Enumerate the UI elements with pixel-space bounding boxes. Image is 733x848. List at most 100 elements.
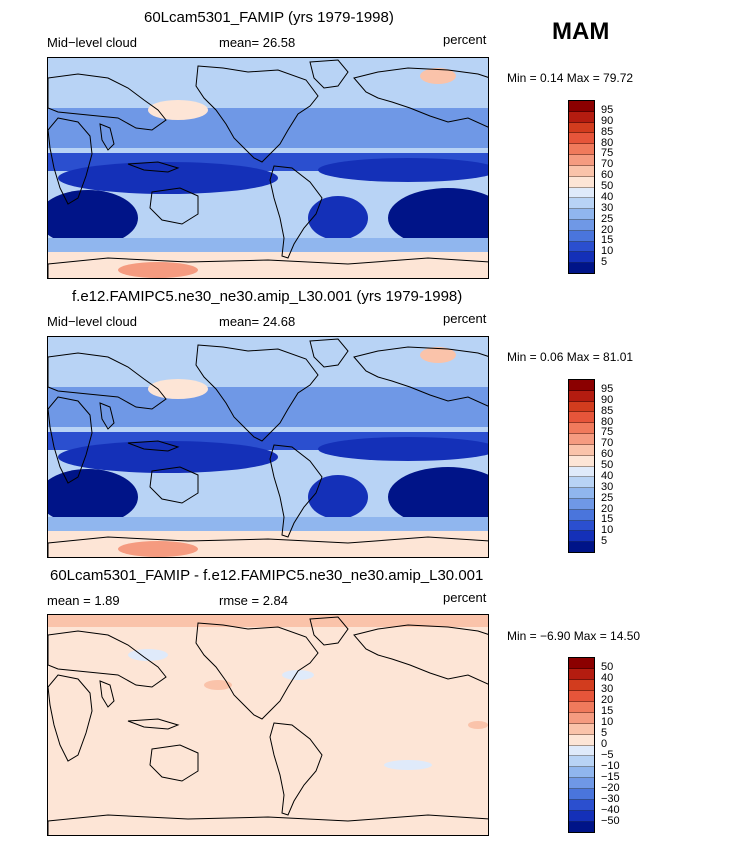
panel-1-colorbar: [568, 100, 595, 274]
colorbar-swatch: [569, 712, 594, 724]
colorbar-tick-label: 20: [601, 502, 614, 515]
panel-1-minmax: Min = 0.14 Max = 79.72: [507, 71, 634, 85]
colorbar-tick-label: 40: [601, 672, 614, 684]
colorbar-swatch: [569, 122, 594, 134]
colorbar-swatch: [569, 209, 594, 220]
colorbar-swatch: [569, 658, 594, 669]
colorbar-swatch: [569, 520, 594, 532]
panel-3-title: 60Lcam5301_FAMIP - f.e12.FAMIPC5.ne30_ne…: [50, 567, 484, 584]
colorbar-swatch: [569, 477, 594, 489]
colorbar-swatch: [569, 401, 594, 413]
colorbar-swatch: [569, 252, 594, 264]
colorbar-tick-label: 40: [601, 469, 614, 482]
colorbar-tick-label: 25: [601, 212, 614, 225]
colorbar-tick-label: −5: [601, 749, 614, 761]
colorbar-tick-label: 75: [601, 147, 614, 160]
colorbar-swatch: [569, 509, 594, 521]
colorbar-swatch: [569, 230, 594, 242]
colorbar-swatch: [569, 531, 594, 543]
colorbar-swatch: [569, 466, 594, 478]
colorbar-tick-label: 70: [601, 158, 614, 171]
colorbar-swatch: [569, 455, 594, 467]
colorbar-swatch: [569, 444, 594, 456]
colorbar-tick-label: 0: [601, 738, 608, 750]
panel-3-rmse-label: rmse = 2.84: [219, 593, 289, 608]
colorbar-swatch: [569, 822, 594, 832]
colorbar-swatch: [569, 679, 594, 691]
colorbar-swatch: [569, 423, 594, 435]
colorbar-swatch: [569, 187, 594, 199]
colorbar-swatch: [569, 390, 594, 402]
colorbar-tick-label: 50: [601, 180, 614, 192]
colorbar-tick-label: 50: [601, 459, 614, 471]
colorbar-tick-label: −20: [601, 782, 620, 794]
colorbar-swatch: [569, 155, 594, 166]
colorbar-swatch: [569, 723, 594, 735]
colorbar-swatch: [569, 241, 594, 253]
colorbar-swatch: [569, 412, 594, 424]
colorbar-swatch: [569, 219, 594, 231]
panel-3-units-label: percent: [443, 590, 487, 605]
colorbar-tick-label: −40: [601, 804, 620, 816]
colorbar-swatch: [569, 756, 594, 768]
panel-3-minmax: Min = −6.90 Max = 14.50: [507, 629, 641, 643]
colorbar-swatch: [569, 144, 594, 156]
panel-1-units-label: percent: [443, 32, 487, 47]
colorbar-swatch: [569, 165, 594, 177]
colorbar-swatch: [569, 701, 594, 713]
colorbar-swatch: [569, 176, 594, 188]
colorbar-swatch: [569, 668, 594, 680]
panel-2-minmax: Min = 0.06 Max = 81.01: [507, 350, 634, 364]
colorbar-tick-label: 75: [601, 426, 614, 439]
colorbar-tick-label: −50: [601, 815, 620, 827]
colorbar-tick-label: 10: [601, 245, 614, 258]
colorbar-tick-label: 80: [601, 415, 614, 428]
colorbar-swatch: [569, 811, 594, 823]
colorbar-tick-label: 5: [601, 727, 608, 739]
colorbar-swatch: [569, 434, 594, 445]
panel-2-variable-label: Mid−level cloud: [47, 314, 137, 329]
panel-1-title: 60Lcam5301_FAMIP (yrs 1979-1998): [144, 9, 394, 26]
panel-2-units-label: percent: [443, 311, 487, 326]
colorbar-tick-label: 90: [601, 114, 614, 127]
colorbar-tick-label: 10: [601, 524, 614, 537]
colorbar-swatch: [569, 789, 594, 801]
colorbar-tick-label: 70: [601, 437, 614, 450]
colorbar-tick-label: 30: [601, 683, 614, 695]
colorbar-tick-label: 25: [601, 491, 614, 504]
colorbar-swatch: [569, 133, 594, 145]
colorbar-tick-label: 10: [601, 716, 614, 728]
colorbar-tick-label: −10: [601, 760, 620, 772]
colorbar-swatch: [569, 800, 594, 812]
colorbar-swatch: [569, 380, 594, 391]
colorbar-tick-label: 95: [601, 382, 614, 395]
colorbar-tick-label: −30: [601, 793, 620, 805]
colorbar-swatch: [569, 690, 594, 702]
panel-1-variable-label: Mid−level cloud: [47, 35, 137, 50]
colorbar-tick-label: 15: [601, 513, 614, 526]
panel-2-map: [47, 336, 489, 558]
panel-2-mean-label: mean= 24.68: [219, 314, 296, 329]
colorbar-swatch: [569, 767, 594, 779]
panel-3-mean-label: mean = 1.89: [47, 593, 120, 608]
colorbar-swatch: [569, 101, 594, 112]
colorbar-tick-label: 30: [601, 480, 614, 493]
colorbar-tick-label: 20: [601, 223, 614, 236]
colorbar-tick-label: 80: [601, 136, 614, 149]
colorbar-tick-label: 60: [601, 448, 614, 461]
colorbar-tick-label: 30: [601, 201, 614, 214]
colorbar-swatch: [569, 745, 594, 757]
colorbar-swatch: [569, 263, 594, 273]
colorbar-tick-label: 5: [601, 256, 608, 269]
colorbar-tick-label: 15: [601, 705, 614, 717]
colorbar-swatch: [569, 198, 594, 210]
panel-2-colorbar: [568, 379, 595, 553]
colorbar-tick-label: −15: [601, 771, 620, 783]
panel-3-colorbar: [568, 657, 595, 833]
colorbar-tick-label: 5: [601, 535, 608, 548]
colorbar-swatch: [569, 734, 594, 746]
colorbar-swatch: [569, 488, 594, 499]
colorbar-swatch: [569, 542, 594, 552]
colorbar-tick-label: 50: [601, 661, 614, 673]
colorbar-swatch: [569, 111, 594, 123]
